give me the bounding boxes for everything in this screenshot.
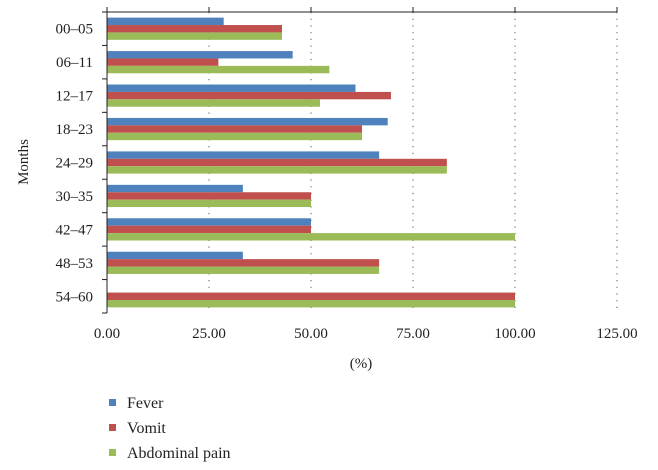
y-category-label: 18–23 (56, 122, 94, 138)
bar-fever (107, 17, 224, 26)
bar-abdominal-pain (107, 266, 380, 274)
bar-fever (107, 117, 388, 126)
legend-label: Abdominal pain (127, 445, 231, 462)
y-category-label: 30–35 (56, 189, 94, 205)
bar-fever (107, 184, 243, 193)
x-axis-title: (%) (350, 356, 373, 372)
y-category-label: 54–60 (56, 289, 94, 305)
bar-abdominal-pain (107, 199, 311, 208)
bar-vomit (107, 259, 380, 267)
bar-abdominal-pain (107, 233, 515, 241)
bar-vomit (107, 192, 311, 200)
x-tick-label: 100.00 (494, 326, 535, 342)
bar-fever (107, 251, 243, 260)
bar-vomit (107, 25, 283, 33)
bar-abdominal-pain (107, 132, 362, 141)
y-category-label: 48–53 (56, 256, 94, 272)
y-category-label: 06–11 (56, 55, 93, 71)
legend-label: Fever (127, 395, 164, 412)
bar-fever (107, 218, 311, 226)
bar-abdominal-pain (107, 32, 283, 40)
bar-vomit (107, 292, 515, 300)
bar-fever (107, 84, 356, 92)
y-category-label: 00–05 (56, 22, 94, 38)
y-axis-title: Months (16, 139, 32, 185)
bar-abdominal-pain (107, 299, 515, 308)
bar-abdominal-pain (107, 65, 330, 74)
axes (102, 7, 618, 314)
x-tick-label: 0.00 (94, 326, 120, 342)
x-tick-label: 125.00 (596, 326, 637, 342)
bars (107, 17, 515, 308)
y-category-label: 24–29 (56, 156, 94, 172)
bar-vomit (107, 225, 311, 234)
legend-swatch-vomit (109, 424, 116, 431)
bar-vomit (107, 158, 447, 167)
bar-vomit (107, 58, 219, 66)
y-category-label: 12–17 (56, 89, 94, 105)
legend-swatch-fever (109, 399, 116, 406)
legend: Fever Vomit Abdominal pain (109, 395, 231, 462)
bar-fever (107, 51, 293, 59)
x-tick-label: 50.00 (294, 326, 328, 342)
legend-label: Vomit (127, 420, 166, 437)
bar-abdominal-pain (107, 166, 447, 174)
tick-labels: 0.00 25.00 50.00 75.00 100.00 125.00 00–05 06–1… (56, 22, 638, 342)
bar-vomit (107, 125, 362, 133)
bar-vomit (107, 91, 391, 100)
legend-swatch-abdominal-pain (109, 449, 116, 456)
bar-fever (107, 151, 380, 159)
y-category-label: 42–47 (56, 222, 94, 238)
bar-abdominal-pain (107, 99, 320, 107)
x-tick-label: 25.00 (192, 326, 226, 342)
x-tick-label: 75.00 (396, 326, 430, 342)
